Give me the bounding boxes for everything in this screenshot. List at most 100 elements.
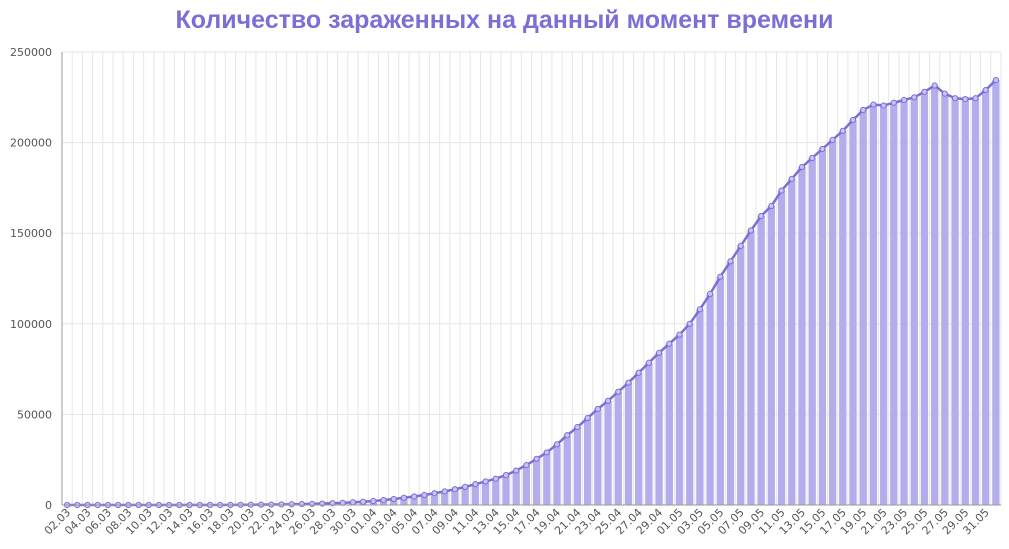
data-point (727, 258, 734, 265)
x-axis: 02.0304.0306.0308.0310.0312.0314.0316.03… (42, 506, 992, 537)
chart-title: Количество зараженных на данный момент в… (175, 6, 834, 34)
bar (655, 352, 663, 505)
bar (461, 486, 469, 505)
data-point (645, 359, 652, 366)
data-point (604, 397, 612, 404)
bar (951, 98, 959, 506)
data-point (758, 212, 765, 220)
data-point (941, 90, 948, 97)
bar (798, 167, 806, 505)
data-point (431, 490, 438, 497)
bar (543, 452, 551, 505)
data-point (962, 96, 969, 103)
bars (226, 80, 1000, 506)
bar (910, 97, 918, 506)
bar (890, 102, 898, 506)
data-point (849, 116, 857, 124)
data-point (747, 227, 755, 234)
bar (757, 215, 765, 505)
bar (512, 470, 520, 505)
bar (583, 418, 592, 505)
data-point (911, 94, 918, 101)
bar (634, 372, 643, 505)
bar (441, 491, 449, 505)
bar (961, 99, 969, 505)
bar (930, 85, 939, 505)
data-point (655, 349, 663, 356)
grid (61, 51, 1002, 506)
bar (726, 261, 735, 505)
bar (400, 497, 408, 505)
bar (900, 100, 908, 505)
data-point (574, 423, 581, 431)
bar (920, 91, 929, 505)
bar (818, 148, 827, 505)
data-point (819, 145, 826, 153)
bar (839, 130, 847, 505)
data-point (441, 488, 448, 495)
data-point (533, 455, 540, 462)
y-tick-label: 50000 (17, 408, 52, 421)
data-point (686, 320, 693, 327)
data-point (951, 95, 959, 102)
data-point (359, 498, 367, 505)
bar (553, 444, 561, 505)
data-point (462, 483, 469, 490)
bar (594, 408, 602, 505)
bar (696, 309, 704, 505)
bar (686, 323, 694, 505)
data-point (502, 472, 510, 479)
data-point (839, 127, 846, 134)
bar (451, 489, 459, 505)
data-point (492, 475, 499, 482)
bar (624, 382, 633, 505)
data-point (707, 290, 714, 298)
data-point (411, 493, 418, 500)
bar (410, 496, 418, 505)
data-point (890, 99, 897, 106)
data-point (278, 501, 285, 508)
bar (522, 465, 531, 505)
y-axis: 0 50000 100000 150000 200000 250000 (10, 46, 1001, 512)
bar (665, 343, 673, 505)
data-point (676, 331, 683, 338)
bar (563, 435, 571, 505)
bar (849, 119, 857, 505)
data-point (288, 501, 295, 508)
data-point (635, 369, 642, 376)
data-point (809, 154, 816, 162)
data-point (798, 163, 806, 171)
bar (869, 104, 878, 505)
bar (982, 90, 990, 505)
data-point (523, 462, 530, 469)
data-point (921, 88, 928, 95)
bar (706, 293, 714, 505)
data-point (931, 82, 938, 89)
bar (777, 190, 786, 506)
data-point (625, 379, 632, 386)
bar (604, 400, 612, 505)
bar (430, 493, 439, 505)
bar (492, 478, 500, 505)
data-point (972, 95, 979, 102)
y-tick-label: 250000 (10, 46, 52, 59)
data-point (421, 491, 428, 499)
bar (747, 230, 755, 505)
bar (573, 427, 582, 505)
data-point (451, 486, 459, 493)
data-point (400, 494, 408, 501)
bar (502, 475, 510, 505)
data-point (900, 96, 908, 104)
bar (481, 481, 490, 505)
data-point (615, 388, 622, 395)
data-point (982, 86, 989, 94)
data-point (564, 432, 571, 439)
bar (859, 109, 867, 505)
data-point (778, 187, 785, 194)
bar (941, 93, 949, 506)
bar (788, 178, 796, 505)
bar (471, 484, 480, 505)
bar (737, 245, 745, 505)
data-point (594, 405, 601, 413)
